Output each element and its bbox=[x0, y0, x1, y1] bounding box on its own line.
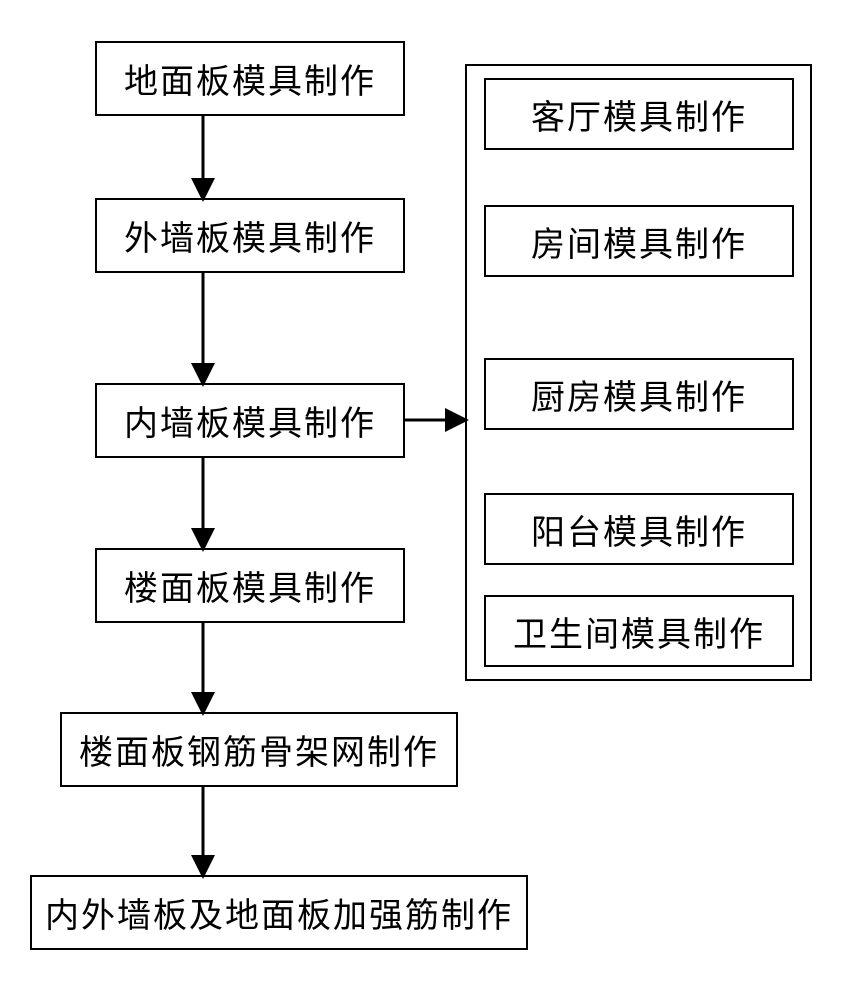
step-label: 楼面板钢筋骨架网制作 bbox=[79, 725, 439, 774]
room-label: 房间模具制作 bbox=[531, 217, 747, 266]
step-ground-panel-mold: 地面板模具制作 bbox=[95, 41, 405, 116]
step-reinforcement-rib: 内外墙板及地面板加强筋制作 bbox=[30, 875, 528, 950]
room-kitchen-mold: 厨房模具制作 bbox=[484, 358, 794, 430]
room-label: 卫生间模具制作 bbox=[513, 607, 765, 656]
step-exterior-wall-mold: 外墙板模具制作 bbox=[95, 198, 405, 273]
step-label: 内墙板模具制作 bbox=[124, 396, 376, 445]
room-label: 厨房模具制作 bbox=[531, 370, 747, 419]
room-label: 客厅模具制作 bbox=[531, 90, 747, 139]
room-balcony-mold: 阳台模具制作 bbox=[484, 493, 794, 565]
step-rebar-frame-net: 楼面板钢筋骨架网制作 bbox=[60, 712, 458, 787]
step-interior-wall-mold: 内墙板模具制作 bbox=[95, 383, 405, 458]
diagram-canvas: 地面板模具制作 外墙板模具制作 内墙板模具制作 楼面板模具制作 楼面板钢筋骨架网… bbox=[0, 0, 858, 1000]
room-living-mold: 客厅模具制作 bbox=[484, 78, 794, 150]
step-label: 楼面板模具制作 bbox=[124, 561, 376, 610]
step-label: 内外墙板及地面板加强筋制作 bbox=[45, 888, 513, 937]
step-label: 外墙板模具制作 bbox=[124, 211, 376, 260]
step-label: 地面板模具制作 bbox=[124, 54, 376, 103]
room-bedroom-mold: 房间模具制作 bbox=[484, 205, 794, 277]
step-floor-panel-mold: 楼面板模具制作 bbox=[95, 548, 405, 623]
room-bathroom-mold: 卫生间模具制作 bbox=[484, 595, 794, 667]
room-label: 阳台模具制作 bbox=[531, 505, 747, 554]
